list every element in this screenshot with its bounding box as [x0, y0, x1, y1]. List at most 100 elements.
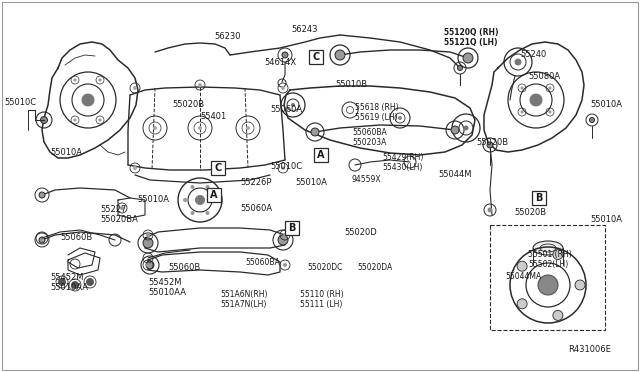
Circle shape: [71, 281, 79, 289]
Circle shape: [153, 126, 157, 130]
Text: 55110 (RH): 55110 (RH): [300, 290, 344, 299]
Text: 55060A: 55060A: [240, 204, 272, 213]
Text: 55080A: 55080A: [528, 72, 560, 81]
Text: 55010A: 55010A: [590, 100, 622, 109]
Text: 55120Q (RH): 55120Q (RH): [444, 28, 499, 37]
Circle shape: [398, 116, 402, 120]
Text: 55060A: 55060A: [270, 105, 302, 114]
Text: 55060B: 55060B: [60, 233, 92, 242]
Text: 55010AA: 55010AA: [50, 283, 88, 292]
Circle shape: [517, 299, 527, 309]
Text: 550203A: 550203A: [352, 138, 387, 147]
Circle shape: [575, 280, 585, 290]
Circle shape: [191, 185, 195, 189]
Text: 55010A: 55010A: [137, 195, 169, 204]
Bar: [285, 221, 299, 235]
Text: 55020B: 55020B: [172, 100, 204, 109]
Circle shape: [74, 119, 77, 122]
Circle shape: [311, 128, 319, 136]
Circle shape: [246, 126, 250, 130]
Circle shape: [183, 198, 187, 202]
Circle shape: [195, 196, 205, 205]
Circle shape: [143, 238, 153, 248]
Circle shape: [451, 126, 459, 134]
Circle shape: [520, 87, 524, 90]
Circle shape: [589, 118, 595, 122]
Circle shape: [133, 166, 137, 170]
Circle shape: [515, 59, 521, 65]
Circle shape: [146, 233, 150, 237]
Circle shape: [278, 235, 288, 245]
Circle shape: [133, 86, 137, 90]
Text: 55020DC: 55020DC: [307, 263, 342, 272]
Circle shape: [281, 86, 285, 90]
Circle shape: [146, 263, 150, 267]
Text: 55044M: 55044M: [438, 170, 472, 179]
Text: 55502(LH): 55502(LH): [528, 260, 568, 269]
Bar: [532, 191, 546, 205]
Text: 55060BA: 55060BA: [245, 258, 280, 267]
Text: 94559X: 94559X: [352, 175, 381, 184]
Circle shape: [205, 211, 209, 215]
Text: 55226P: 55226P: [240, 178, 271, 187]
Circle shape: [283, 263, 287, 267]
Text: 55452M: 55452M: [148, 278, 182, 287]
Text: 56243: 56243: [292, 25, 318, 34]
Circle shape: [458, 65, 463, 71]
Circle shape: [58, 278, 66, 286]
Circle shape: [530, 94, 542, 106]
Text: A: A: [317, 150, 324, 160]
Text: 55010A: 55010A: [590, 215, 622, 224]
Text: 55618 (RH): 55618 (RH): [355, 103, 399, 112]
Text: 55430(LH): 55430(LH): [382, 163, 422, 172]
Circle shape: [463, 125, 468, 131]
Circle shape: [553, 310, 563, 320]
Text: 551A7N(LH): 551A7N(LH): [220, 300, 266, 309]
Circle shape: [40, 116, 47, 124]
Text: 55020D: 55020D: [344, 228, 377, 237]
Circle shape: [146, 261, 154, 269]
Circle shape: [517, 261, 527, 271]
Text: 55020B: 55020B: [476, 138, 508, 147]
Text: 55619 (LH): 55619 (LH): [355, 113, 397, 122]
Text: 55111 (LH): 55111 (LH): [300, 300, 342, 309]
Circle shape: [198, 126, 202, 130]
Circle shape: [39, 237, 45, 243]
Text: 55020B: 55020B: [514, 208, 546, 217]
Circle shape: [335, 50, 345, 60]
Circle shape: [291, 103, 295, 107]
Bar: [490, 225, 605, 330]
Text: 55240: 55240: [520, 50, 547, 59]
Circle shape: [191, 211, 195, 215]
Text: B: B: [288, 223, 296, 233]
Circle shape: [538, 275, 558, 295]
Text: 55121Q (LH): 55121Q (LH): [444, 38, 497, 47]
Bar: [207, 188, 221, 202]
Text: 55020DA: 55020DA: [357, 263, 392, 272]
Circle shape: [548, 87, 552, 90]
Text: 55010AA: 55010AA: [148, 288, 186, 297]
Text: 55452M: 55452M: [50, 273, 83, 282]
Text: 55227: 55227: [100, 205, 126, 214]
Text: C: C: [312, 52, 319, 62]
Circle shape: [520, 110, 524, 113]
Circle shape: [198, 83, 202, 87]
Circle shape: [282, 52, 288, 58]
Circle shape: [548, 110, 552, 113]
Circle shape: [553, 250, 563, 260]
Text: A: A: [211, 190, 218, 200]
Circle shape: [205, 185, 209, 189]
Text: 54614X: 54614X: [264, 58, 296, 67]
Circle shape: [99, 78, 102, 81]
Circle shape: [283, 233, 287, 237]
Text: 55010C: 55010C: [270, 162, 302, 171]
Text: B: B: [535, 193, 543, 203]
Text: 55044MA: 55044MA: [505, 272, 541, 281]
Bar: [314, 148, 328, 162]
Text: R431006E: R431006E: [568, 345, 611, 354]
Bar: [309, 50, 323, 64]
Circle shape: [82, 94, 94, 106]
Circle shape: [488, 208, 493, 212]
Text: 55010C: 55010C: [4, 98, 36, 107]
Circle shape: [281, 166, 285, 170]
